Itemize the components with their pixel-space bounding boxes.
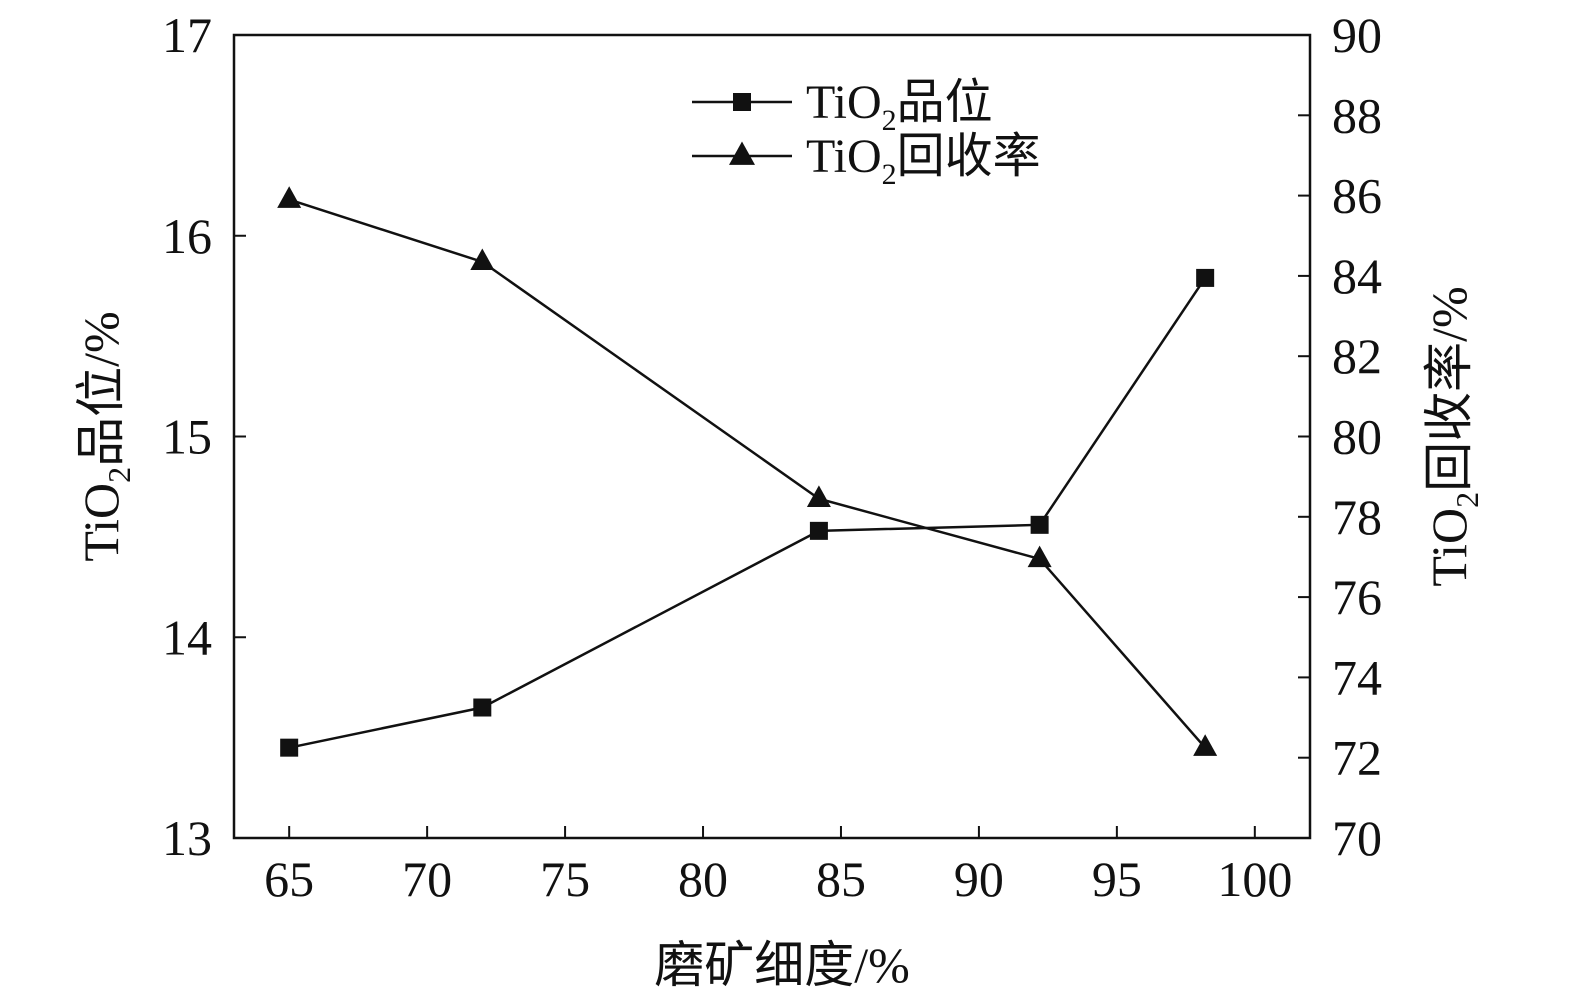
y-left-title-main: TiO — [73, 483, 129, 562]
series-line — [288, 277, 1207, 749]
x-tick-label: 90 — [954, 851, 1004, 907]
y-right-tick-label: 84 — [1332, 248, 1382, 304]
x-tick-label: 100 — [1217, 851, 1292, 907]
y-right-tick-label: 86 — [1332, 168, 1382, 224]
y-right-title-rest: 回收率/% — [1421, 286, 1477, 492]
data-point-square — [809, 521, 828, 540]
legend: TiO2品位 TiO2回收率 — [692, 76, 1041, 191]
y-right-tick-label: 78 — [1332, 489, 1382, 545]
data-point-square — [473, 698, 492, 717]
legend-grade-main: TiO — [806, 76, 882, 129]
x-tick-label: 70 — [402, 851, 452, 907]
legend-recovery-rest: 回收率 — [897, 130, 1041, 183]
y-right-title-main: TiO — [1421, 508, 1477, 587]
series-grade — [280, 268, 1215, 757]
y-right-axis-title: TiO2回收率/% — [1421, 286, 1485, 586]
legend-recovery-main: TiO — [806, 130, 882, 183]
y-left-tick-label: 16 — [162, 208, 212, 264]
ticks: 65 70 75 80 85 90 95 100 13 14 15 16 17 70 72 74 76 78 80 8… — [162, 7, 1382, 907]
y-right-tick-label: 76 — [1332, 569, 1382, 625]
x-tick-label: 75 — [540, 851, 590, 907]
y-right-tick-label: 70 — [1332, 810, 1382, 866]
y-right-tick-label: 72 — [1332, 730, 1382, 786]
data-point-triangle — [470, 248, 495, 271]
data-point-square — [1196, 268, 1215, 287]
y-left-tick-label: 13 — [162, 810, 212, 866]
data-point-triangle — [1193, 734, 1218, 756]
series-recovery — [277, 186, 1218, 756]
legend-item-grade — [692, 93, 792, 111]
legend-recovery-sub: 2 — [882, 158, 897, 191]
series-layer — [277, 186, 1218, 757]
y-left-axis-title: TiO2品位/% — [73, 311, 137, 561]
legend-marker-triangle — [729, 141, 755, 165]
data-point-triangle — [1027, 545, 1052, 568]
y-left-title-sub: 2 — [101, 467, 137, 483]
legend-label-recovery: TiO2回收率 — [806, 130, 1041, 191]
y-right-title-sub: 2 — [1449, 492, 1485, 508]
y-right-tick-label: 82 — [1332, 328, 1382, 384]
data-point-triangle — [806, 485, 831, 507]
legend-grade-rest: 品位 — [897, 76, 993, 129]
x-tick-label: 65 — [264, 851, 314, 907]
legend-item-recovery — [692, 141, 792, 165]
legend-marker-square — [733, 93, 751, 111]
data-point-square — [1030, 515, 1049, 534]
y-left-tick-label: 17 — [162, 7, 212, 63]
y-left-tick-label: 15 — [162, 409, 212, 465]
y-left-title-rest: 品位/% — [73, 311, 129, 467]
x-tick-label: 85 — [816, 851, 866, 907]
x-tick-label: 95 — [1092, 851, 1142, 907]
legend-label-grade: TiO2品位 — [806, 76, 993, 137]
series-line — [288, 198, 1207, 749]
x-tick-label: 80 — [678, 851, 728, 907]
legend-grade-sub: 2 — [882, 104, 897, 137]
x-axis-title: 磨矿细度/% — [654, 937, 910, 993]
y-right-tick-label: 74 — [1332, 649, 1382, 705]
data-point-triangle — [277, 186, 302, 208]
y-right-tick-label: 80 — [1332, 409, 1382, 465]
data-point-square — [280, 738, 299, 757]
y-left-tick-label: 14 — [162, 609, 212, 665]
y-right-tick-label: 88 — [1332, 87, 1382, 143]
y-right-tick-label: 90 — [1332, 7, 1382, 63]
